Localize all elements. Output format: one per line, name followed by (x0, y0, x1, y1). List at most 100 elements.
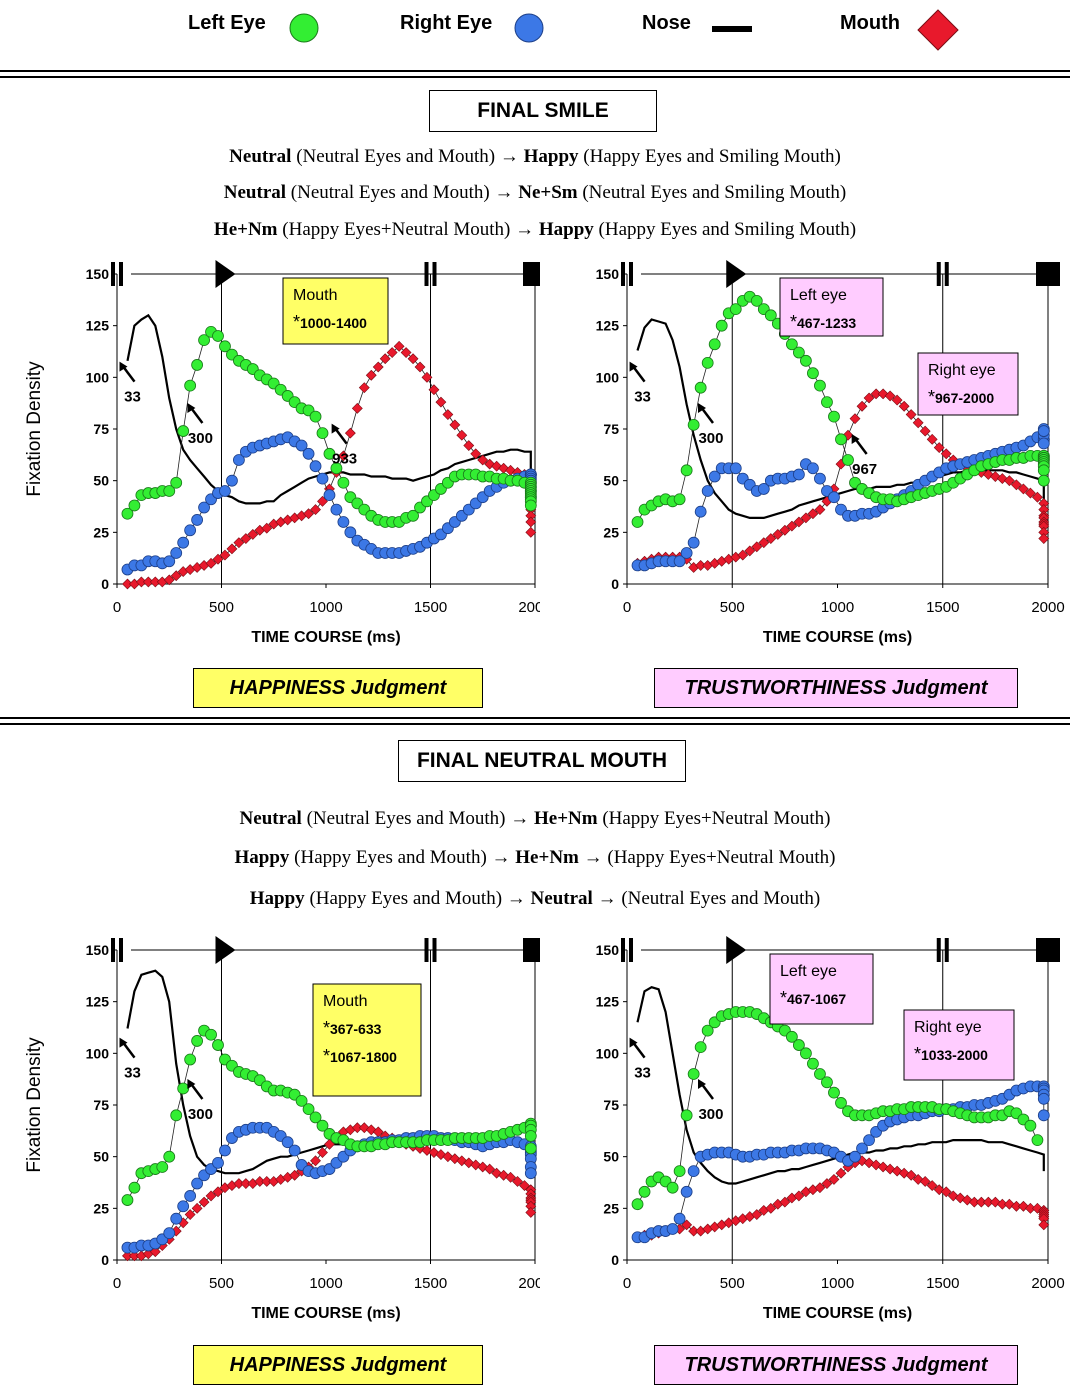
annotation-label: 967 (852, 461, 877, 478)
right-eye-point (729, 462, 742, 475)
left-eye-point (524, 499, 537, 512)
right-eye-point (666, 1223, 679, 1235)
mouth-point (737, 549, 749, 561)
left-eye-point (785, 338, 798, 351)
right-eye-point (184, 1190, 197, 1202)
left-eye-point (764, 309, 777, 322)
pause-icon (119, 938, 123, 962)
mouth-point (933, 442, 945, 454)
right-eye-point (337, 516, 350, 528)
right-eye-point (191, 514, 204, 526)
y-tick-label: 150 (596, 266, 620, 282)
condition-line: Neutral (Neutral Eyes and Mouth) → He+Nm… (239, 808, 831, 829)
right-eye-point (170, 1212, 183, 1225)
annotation-label: 300 (698, 430, 723, 447)
right-eye-point (524, 1167, 537, 1180)
mouth-point (940, 1186, 952, 1198)
left-eye-point (631, 1198, 644, 1211)
left-eye-point (828, 410, 840, 423)
annotation-arrowhead (119, 361, 128, 372)
left-eye-point (842, 454, 854, 466)
significance-box (769, 953, 874, 1025)
judgment-label-trustworthiness: TRUSTWORTHINESS Judgment (654, 668, 1018, 708)
x-axis-label: TIME COURSE (ms) (763, 629, 912, 646)
annotation-arrowhead (697, 1079, 706, 1089)
left-eye-point (715, 319, 728, 332)
right-eye-point (701, 485, 714, 497)
annotation-arrowhead (629, 361, 638, 372)
mouth-point (1003, 475, 1015, 487)
mouth-point (919, 1176, 931, 1187)
x-axis-label: TIME COURSE (ms) (251, 1305, 400, 1322)
left-eye-point (1024, 1119, 1037, 1132)
right-eye-point (170, 547, 183, 559)
legend-right-eye-marker (514, 13, 544, 43)
mouth-point (261, 522, 273, 534)
mouth-point (505, 1171, 517, 1183)
x-tick-label: 2000 (1031, 1275, 1064, 1292)
mouth-point (828, 1173, 840, 1185)
y-tick-label: 75 (93, 421, 109, 437)
x-tick-label: 1000 (309, 1275, 342, 1292)
mouth-point (1038, 533, 1050, 544)
right-eye-point (191, 1177, 204, 1190)
annotation-label: 33 (124, 1065, 141, 1082)
legend-nose-label: Nose (642, 12, 691, 34)
stop-icon (523, 262, 540, 286)
mouth-point (386, 347, 398, 358)
condition-line: Happy (Happy Eyes and Mouth) → Neutral →… (249, 888, 821, 909)
right-eye-point (673, 555, 686, 568)
left-eye-point (729, 303, 742, 316)
legend-mouth-marker (917, 9, 959, 51)
y-tick-label: 125 (596, 994, 620, 1010)
x-tick-label: 2000 (518, 1275, 540, 1292)
left-eye-point (170, 476, 183, 489)
left-eye-point (184, 379, 197, 392)
x-tick-label: 0 (113, 599, 121, 616)
mouth-point (940, 448, 952, 460)
right-eye-point (323, 489, 336, 502)
mouth-point (470, 448, 482, 460)
mouth-point (919, 425, 931, 437)
left-eye-point (128, 499, 141, 512)
legend-left-eye-marker (289, 13, 319, 43)
pause-icon (944, 938, 949, 962)
significance-interval: *1000-1400 (293, 312, 367, 332)
mouth-point (814, 1182, 826, 1194)
right-eye-point (309, 460, 322, 473)
left-eye-point (212, 1039, 224, 1051)
left-eye-point (191, 359, 204, 371)
mouth-point (435, 396, 447, 408)
mouth-point (212, 553, 224, 565)
x-tick-label: 2000 (1031, 599, 1064, 616)
right-eye-point (281, 1136, 294, 1149)
mouth-point (310, 1155, 321, 1167)
y-tick-label: 100 (596, 369, 620, 385)
left-eye-point (191, 1035, 204, 1047)
left-eye-point (316, 1119, 329, 1132)
significance-box (312, 983, 422, 1097)
right-eye-point (226, 474, 238, 487)
left-eye-point (1031, 1134, 1044, 1147)
annotation-arrowhead (851, 434, 860, 444)
y-axis-label: Fixation Density (24, 1037, 45, 1173)
right-eye-point (295, 439, 308, 452)
pause-icon (936, 938, 941, 962)
right-eye-point (316, 472, 329, 485)
left-eye-point (708, 338, 721, 351)
mouth-point (905, 1169, 917, 1181)
left-eye-point (800, 1047, 812, 1060)
mouth-point (779, 1196, 791, 1208)
right-eye-point (673, 1212, 686, 1225)
y-tick-label: 0 (101, 576, 109, 592)
mouth-point (191, 1202, 203, 1214)
pause-icon (629, 262, 633, 286)
y-tick-label: 50 (93, 1149, 109, 1165)
divider-rule (0, 717, 1070, 719)
x-tick-label: 1500 (414, 1275, 447, 1292)
left-eye-point (407, 509, 419, 522)
mouth-point (525, 1207, 537, 1218)
right-eye-point (1037, 1092, 1050, 1105)
